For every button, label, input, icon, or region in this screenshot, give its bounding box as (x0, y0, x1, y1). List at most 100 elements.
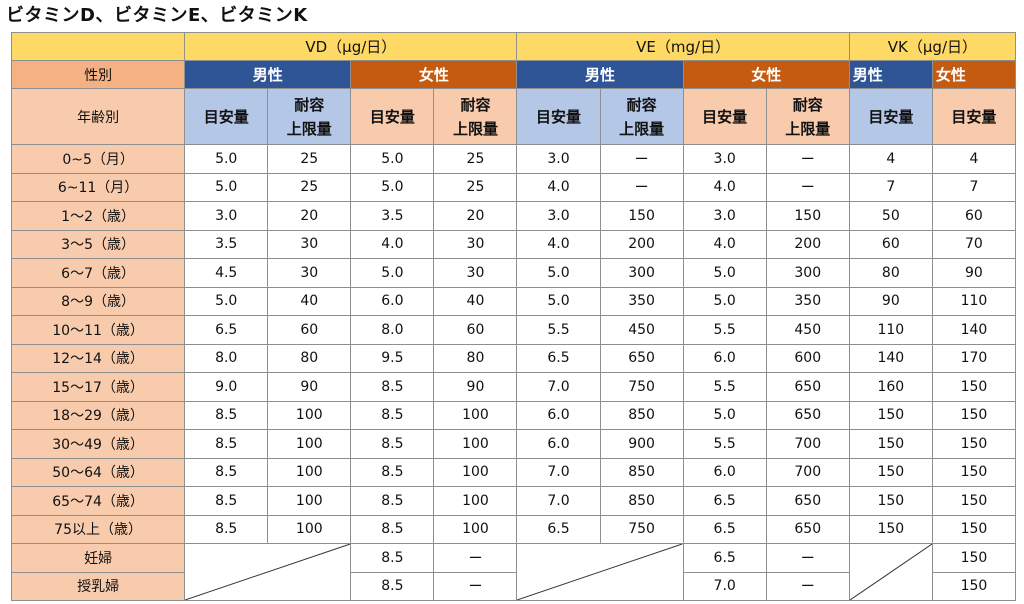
age-cell: 18～29（歳） (10, 400, 186, 430)
value-cell: 6.5 (184, 315, 269, 345)
value-cell: 5.5 (682, 372, 767, 402)
value-cell: 7 (848, 172, 933, 202)
value-cell: 150 (848, 429, 933, 459)
table-row: 6～7（歳） 4.5 30 5.0 30 5.0 300 5.0 300 80 90 (10, 258, 1017, 288)
value-cell: 140 (931, 315, 1017, 345)
table-row: 0~5（月） 5.0 25 5.0 25 3.0 ー 3.0 ー 4 4 (10, 144, 1017, 174)
value-cell: 40 (433, 286, 518, 316)
value-cell: 5.0 (350, 258, 435, 288)
age-cell: 30～49（歳） (10, 429, 186, 459)
value-cell: 100 (267, 457, 352, 487)
value-cell: 200 (599, 229, 684, 259)
value-cell: 100 (433, 514, 518, 544)
value-cell: 160 (848, 372, 933, 402)
value-cell: 650 (599, 343, 684, 373)
value-cell: 3.0 (516, 201, 601, 231)
vd-female-taiyou: 耐容 上限量 (433, 88, 518, 145)
value-cell: 150 (931, 486, 1017, 516)
value-cell: 7.0 (682, 571, 767, 601)
value-cell: 90 (433, 372, 518, 402)
value-cell: 8.5 (184, 486, 269, 516)
value-cell: 150 (599, 201, 684, 231)
table-row: 18～29（歳） 8.5 100 8.5 100 6.0 850 5.0 650 150 150 (10, 400, 1017, 430)
value-cell: 8.5 (184, 429, 269, 459)
value-cell: 8.5 (350, 400, 435, 430)
value-cell: 4.0 (350, 229, 435, 259)
value-cell: 100 (267, 429, 352, 459)
value-cell: 25 (433, 144, 518, 174)
ve-female-meyasu: 目安量 (682, 88, 767, 145)
value-cell: 150 (848, 514, 933, 544)
value-cell: 20 (267, 201, 352, 231)
value-cell: 9.5 (350, 343, 435, 373)
value-cell: 150 (931, 514, 1017, 544)
value-cell: 150 (848, 486, 933, 516)
value-cell: 5.5 (682, 315, 767, 345)
value-cell: 6.5 (682, 543, 767, 573)
value-cell: 60 (931, 201, 1017, 231)
value-cell: ー (599, 144, 684, 174)
value-cell: 50 (848, 201, 933, 231)
value-cell: 140 (848, 343, 933, 373)
value-cell: 30 (267, 229, 352, 259)
value-cell: 100 (433, 486, 518, 516)
value-cell: ー (765, 543, 850, 573)
vk-male-header: 男性 (848, 60, 933, 89)
value-cell: 6.0 (516, 429, 601, 459)
value-cell: 3.5 (184, 229, 269, 259)
value-cell: 5.0 (516, 258, 601, 288)
value-cell: 80 (848, 258, 933, 288)
vitamin-table: VD（μg/日） VE（mg/日） VK（μg/日） 性別 男性 女性 男性 女… (10, 32, 1017, 601)
value-cell: 700 (765, 429, 850, 459)
vd-male-meyasu: 目安量 (184, 88, 269, 145)
value-cell: 150 (931, 429, 1017, 459)
vd-male-na-cell (184, 543, 352, 601)
value-cell: 5.0 (184, 172, 269, 202)
value-cell: 90 (848, 286, 933, 316)
value-cell: 5.0 (682, 286, 767, 316)
age-cell: 75以上（歳） (10, 514, 186, 544)
value-cell: 170 (931, 343, 1017, 373)
value-cell: 6.0 (516, 400, 601, 430)
ve-female-taiyou: 耐容 上限量 (765, 88, 850, 145)
value-cell: 100 (267, 400, 352, 430)
table-row: 50～64（歳） 8.5 100 8.5 100 7.0 850 6.0 700 150 150 (10, 457, 1017, 487)
ve-male-na-cell (516, 543, 684, 601)
value-cell: 600 (765, 343, 850, 373)
value-cell: 650 (765, 514, 850, 544)
value-cell: 5.5 (516, 315, 601, 345)
page-title: ビタミンD、ビタミンE、ビタミンK (6, 5, 308, 26)
table-row: 30～49（歳） 8.5 100 8.5 100 6.0 900 5.5 700 150 150 (10, 429, 1017, 459)
value-cell: 30 (267, 258, 352, 288)
value-cell: 850 (599, 400, 684, 430)
age-label: 年齢別 (10, 88, 186, 145)
value-cell: 60 (267, 315, 352, 345)
age-cell: 8～9（歳） (10, 286, 186, 316)
age-cell: 3～5（歳） (10, 229, 186, 259)
value-cell: 80 (433, 343, 518, 373)
vk-male-na-cell (848, 543, 933, 601)
table-row: 12～14（歳） 8.0 80 9.5 80 6.5 650 6.0 600 140 170 (10, 343, 1017, 373)
age-cell: 10～11（歳） (10, 315, 186, 345)
value-cell: ー (599, 172, 684, 202)
value-cell: 60 (433, 315, 518, 345)
age-cell: 6~11（月） (10, 172, 186, 202)
vk-male-meyasu: 目安量 (848, 88, 933, 145)
age-cell: 12～14（歳） (10, 343, 186, 373)
table-row: 75以上（歳） 8.5 100 8.5 100 6.5 750 6.5 650 150 150 (10, 514, 1017, 544)
value-cell: 8.5 (350, 543, 435, 573)
value-cell: 110 (931, 286, 1017, 316)
value-cell: 5.0 (184, 286, 269, 316)
value-cell: 150 (931, 372, 1017, 402)
value-cell: 8.5 (184, 514, 269, 544)
value-cell: 100 (433, 400, 518, 430)
value-cell: 700 (765, 457, 850, 487)
value-cell: 7.0 (516, 457, 601, 487)
value-cell: 6.0 (682, 457, 767, 487)
age-cell: 65～74（歳） (10, 486, 186, 516)
value-cell: 25 (267, 144, 352, 174)
value-cell: 5.5 (682, 429, 767, 459)
value-cell: 6.5 (516, 514, 601, 544)
value-cell: 6.5 (516, 343, 601, 373)
ve-male-taiyou: 耐容 上限量 (599, 88, 684, 145)
